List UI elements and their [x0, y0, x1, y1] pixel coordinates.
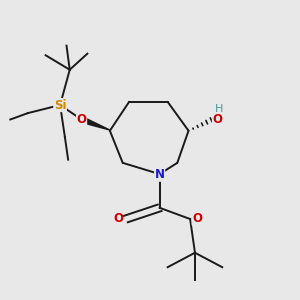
Text: O: O — [76, 113, 87, 126]
Text: Si: Si — [54, 98, 66, 112]
Text: O: O — [192, 212, 202, 225]
Text: O: O — [212, 113, 222, 126]
Text: N: N — [154, 168, 165, 181]
Text: H: H — [215, 104, 223, 114]
Polygon shape — [80, 117, 110, 130]
Text: O: O — [114, 212, 124, 225]
